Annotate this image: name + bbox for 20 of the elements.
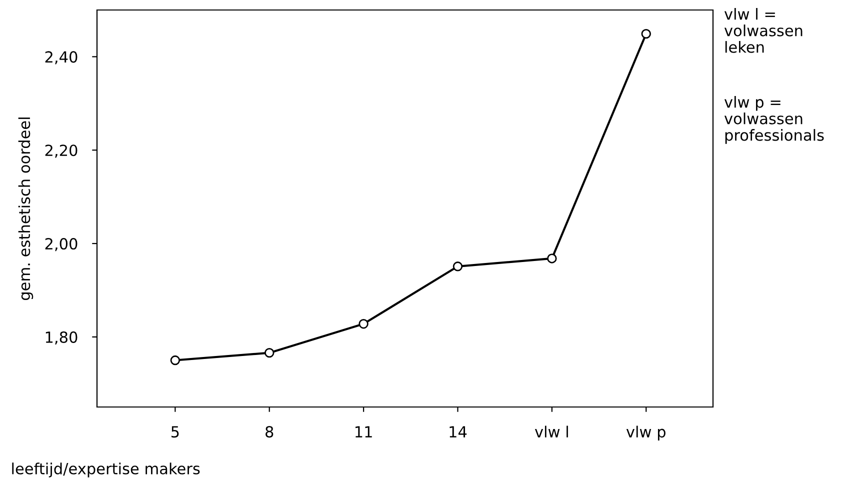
text: vlw p = volwassen professionals — [724, 96, 824, 144]
x-tick-label: vlw p — [626, 426, 666, 441]
point — [547, 254, 557, 264]
x-tick-label: 5 — [171, 426, 179, 438]
y-axis-title: gem. esthetisch oordeel — [18, 118, 34, 300]
x-tick-label: 14 — [450, 426, 467, 438]
y-tick-label: 2,40 — [45, 51, 78, 64]
x-axis-title: leeftijd/expertise makers — [12, 462, 200, 478]
point — [170, 355, 180, 366]
text: vlw l = volwassen leken — [724, 8, 802, 53]
point — [452, 262, 463, 272]
x-tick-label: vlw l — [534, 426, 568, 438]
point — [264, 348, 274, 358]
y-tick-label: 1,80 — [46, 331, 78, 345]
point — [641, 28, 651, 39]
point — [358, 319, 368, 329]
y-tick-label: 2,00 — [45, 238, 78, 252]
x-tick-label: 11 — [356, 426, 372, 438]
y-tick-label: 2,20 — [45, 144, 78, 158]
x-tick-label: 8 — [266, 426, 274, 438]
